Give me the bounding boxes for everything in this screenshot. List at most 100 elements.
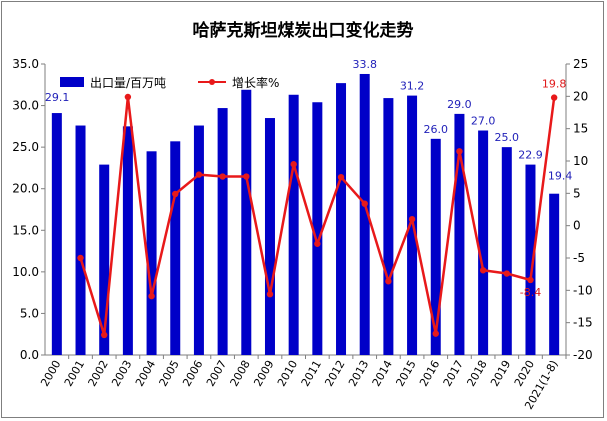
bar: [549, 193, 560, 355]
bar: [75, 125, 86, 355]
legend-marker-line: [209, 79, 215, 85]
growth-point: [314, 240, 321, 247]
left-tick-label: 30.0: [12, 99, 39, 113]
x-tick-label: 2015: [393, 358, 418, 389]
x-tick-label: 2013: [346, 358, 371, 389]
right-tick-label: 10: [573, 154, 588, 168]
growth-point: [148, 292, 155, 300]
right-tick-label: 15: [573, 122, 588, 136]
left-tick-label: 5.0: [20, 306, 39, 320]
x-tick-label: 2001: [62, 358, 87, 389]
bar: [51, 113, 62, 355]
x-tick-label: 2006: [180, 358, 205, 389]
x-tick-label: 2007: [204, 358, 229, 389]
x-tick-label: 2019: [488, 358, 513, 389]
right-tick-label: 0: [573, 219, 581, 233]
left-tick-label: 0.0: [20, 348, 39, 362]
growth-line: [77, 93, 558, 339]
bars: [51, 73, 560, 356]
bar-value-label: 26.0: [424, 123, 449, 136]
bar: [312, 102, 323, 355]
left-tick-label: 20.0: [12, 182, 39, 196]
growth-point: [195, 171, 203, 178]
bar-value-label: 29.0: [447, 98, 472, 111]
x-tick-label: 2017: [441, 358, 466, 389]
bar: [241, 89, 252, 355]
x-tick-label: 2000: [38, 358, 63, 389]
legend: 出口量/百万吨 增长率%: [60, 75, 279, 90]
growth-point: [408, 216, 416, 223]
growth-point: [290, 161, 297, 168]
bar-value-label: 27.0: [471, 115, 496, 128]
bar: [359, 73, 370, 355]
legend-label-bar: 出口量/百万吨: [90, 76, 166, 90]
x-tick-label: 2014: [370, 358, 395, 389]
growth-point: [219, 173, 226, 180]
right-tick-label: -15: [573, 316, 593, 330]
right-tick-label: -10: [573, 283, 593, 297]
left-tick-label: 35.0: [12, 57, 39, 71]
bar: [288, 94, 299, 356]
growth-point: [550, 94, 558, 101]
data-labels: 29.1 33.8 31.2 26.0 29.0 27.0 25.0 22.9 19.4 -8.4…: [45, 58, 573, 299]
bar: [146, 151, 157, 355]
left-tick-label: 15.0: [12, 223, 39, 237]
x-tick-label: 2016: [417, 358, 442, 389]
x-tick-label: 2004: [133, 358, 158, 389]
growth-point: [456, 148, 463, 155]
bar: [383, 98, 394, 356]
bar-value-label: 33.8: [352, 58, 377, 71]
growth-point: [479, 267, 487, 274]
left-tick-label: 10.0: [12, 265, 39, 279]
growth-point: [503, 270, 510, 277]
bar: [170, 141, 181, 355]
bar-value-label: 29.1: [45, 91, 70, 104]
right-tick-label: -20: [573, 348, 593, 362]
growth-point: [124, 93, 132, 101]
x-tick-label: 2009: [251, 358, 276, 389]
x-tick-label: 2018: [464, 358, 489, 389]
right-tick-label: 25: [573, 57, 588, 71]
growth-point: [266, 291, 274, 298]
legend-label-line: 增长率%: [232, 75, 279, 90]
growth-point: [361, 200, 368, 207]
bar: [454, 113, 465, 355]
x-tick-label: 2008: [228, 358, 253, 389]
bar: [264, 118, 275, 356]
bar-value-label: 22.9: [518, 149, 543, 162]
growth-point: [385, 278, 392, 285]
growth-value-label: -8.4: [520, 286, 541, 299]
bar: [193, 125, 204, 355]
growth-point: [432, 330, 439, 337]
growth-point: [527, 276, 534, 284]
x-tick-label: 2012: [322, 358, 347, 389]
bar: [430, 138, 441, 355]
growth-point: [101, 331, 108, 339]
bar: [217, 108, 228, 356]
x-tick-label: 2002: [86, 358, 111, 389]
right-tick-label: 5: [573, 186, 581, 200]
bar-value-label: 19.4: [548, 170, 573, 183]
bar: [478, 130, 489, 355]
left-tick-label: 25.0: [12, 140, 39, 154]
bar: [122, 126, 133, 355]
chart-title: 哈萨克斯坦煤炭出口变化走势: [193, 20, 414, 41]
x-tick-label: 2003: [109, 358, 134, 389]
x-tick-label: 2011: [299, 358, 324, 389]
growth-value-label: 19.8: [542, 78, 567, 91]
growth-point: [337, 173, 345, 181]
bar: [99, 164, 110, 355]
growth-point: [243, 173, 250, 180]
x-tick-label: 2005: [157, 358, 182, 389]
bar: [501, 147, 512, 355]
x-tick-label: 2010: [275, 358, 300, 389]
right-tick-label: -5: [573, 251, 585, 265]
bar: [336, 83, 347, 355]
right-tick-label: 20: [573, 89, 588, 103]
bar-value-label: 25.0: [495, 131, 520, 144]
growth-point: [172, 190, 179, 198]
bar: [525, 164, 536, 355]
bar-value-label: 31.2: [400, 80, 425, 93]
growth-point: [77, 254, 84, 262]
